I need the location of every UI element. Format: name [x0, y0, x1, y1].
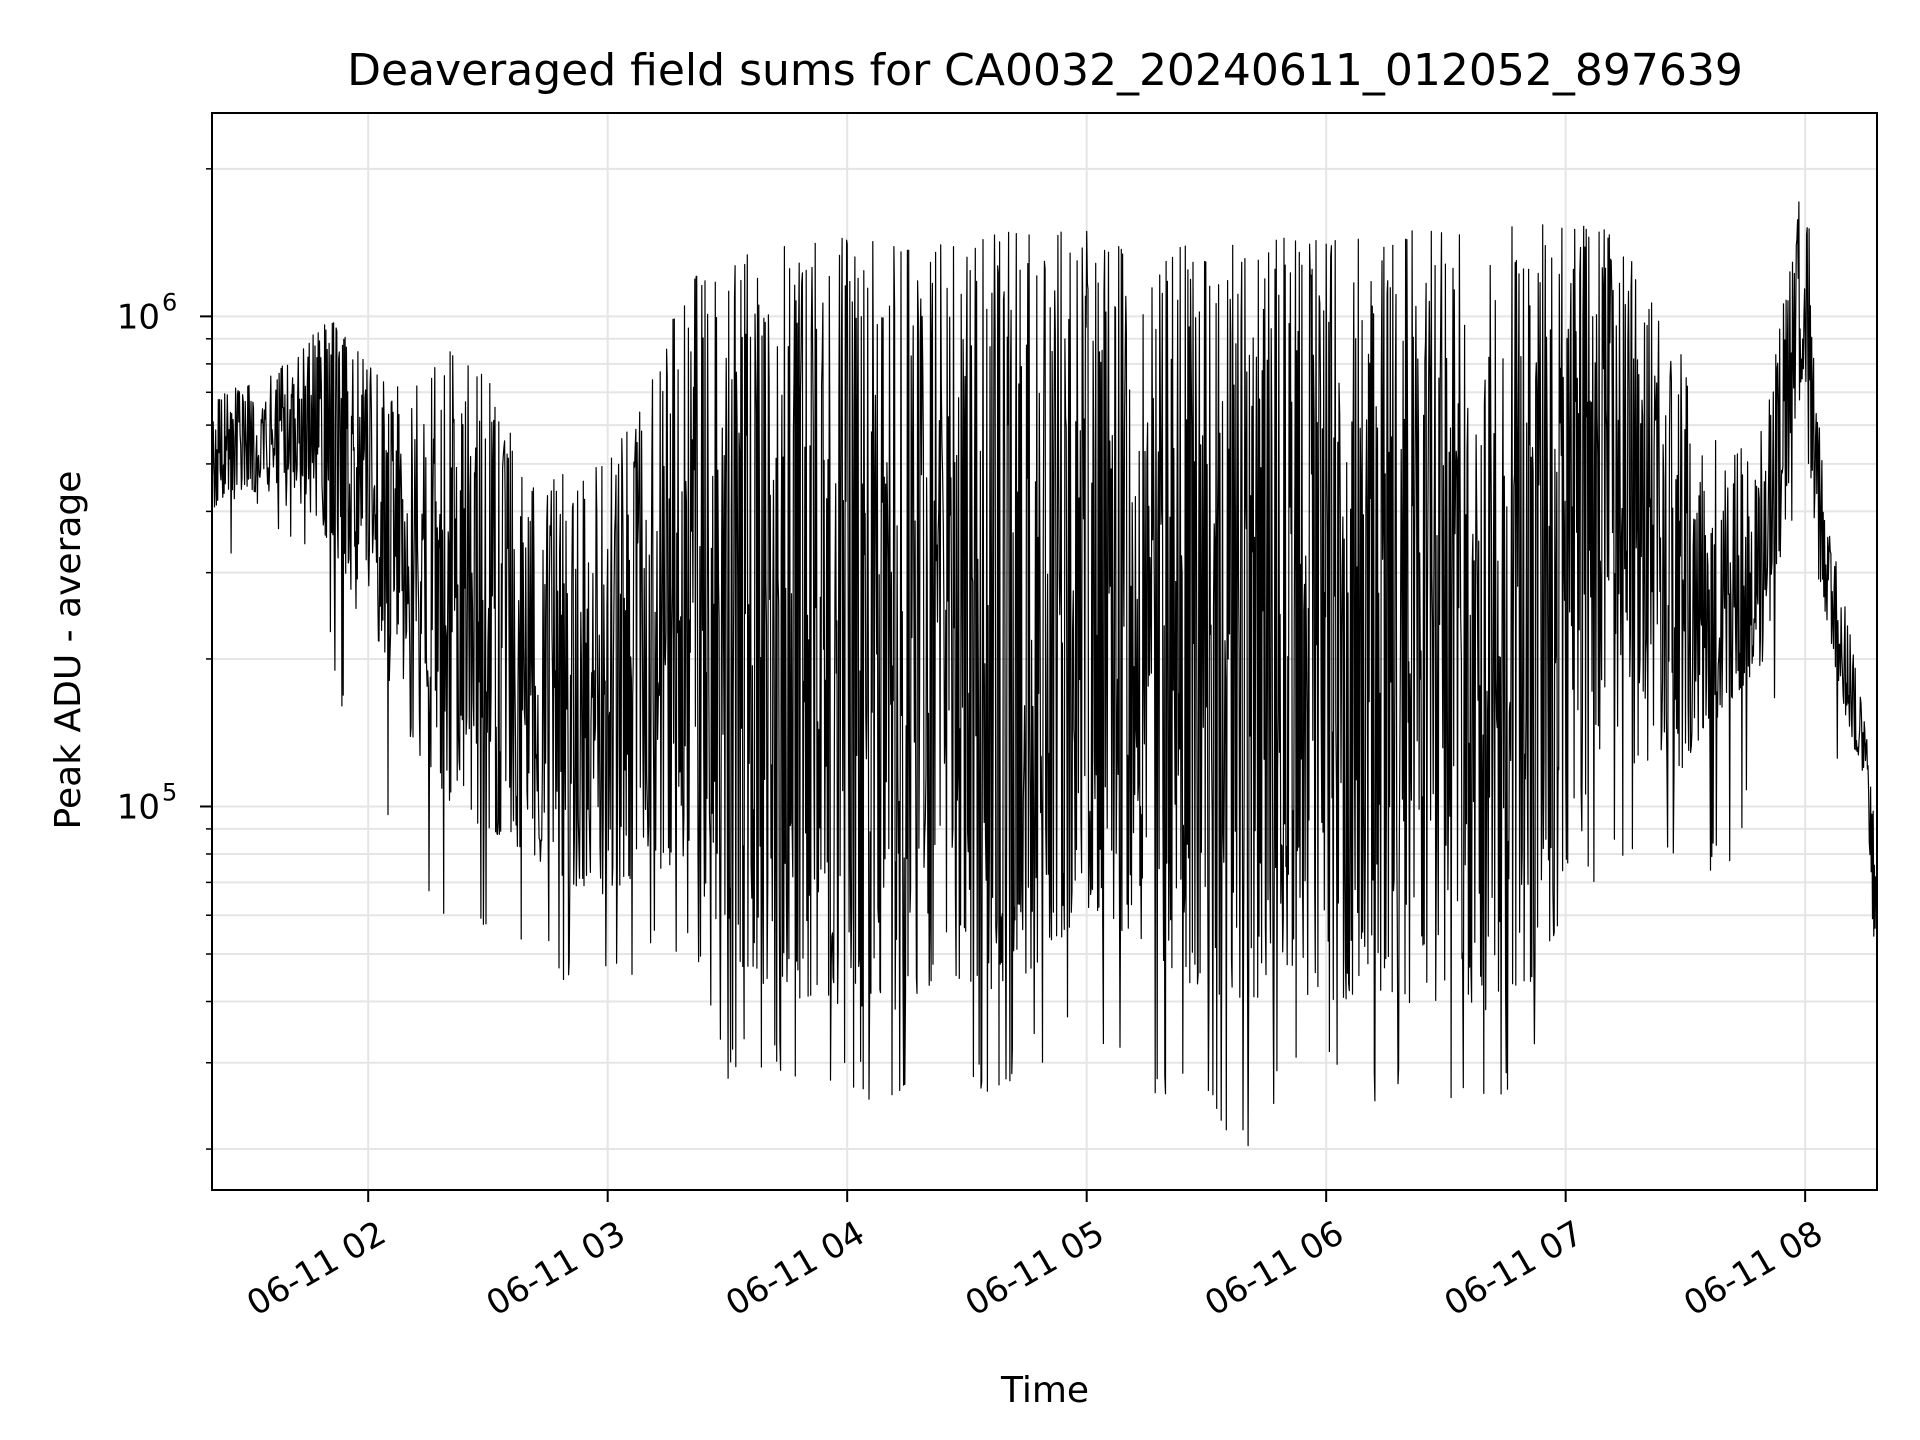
- plot-area-frame: [211, 112, 1878, 1191]
- y-tick-label: 10: [117, 787, 160, 827]
- y-axis-label: Peak ADU - average: [48, 471, 89, 830]
- y-tick-label: 10: [117, 297, 160, 337]
- series-line: [211, 201, 1878, 1147]
- x-axis-label: Time: [1000, 1370, 1089, 1411]
- y-tick-label-exponent: 6: [162, 288, 177, 316]
- series-layer: [211, 201, 1878, 1147]
- chart-title: Deaveraged field sums for CA0032_2024061…: [347, 45, 1743, 96]
- y-tick-label-exponent: 5: [162, 778, 177, 806]
